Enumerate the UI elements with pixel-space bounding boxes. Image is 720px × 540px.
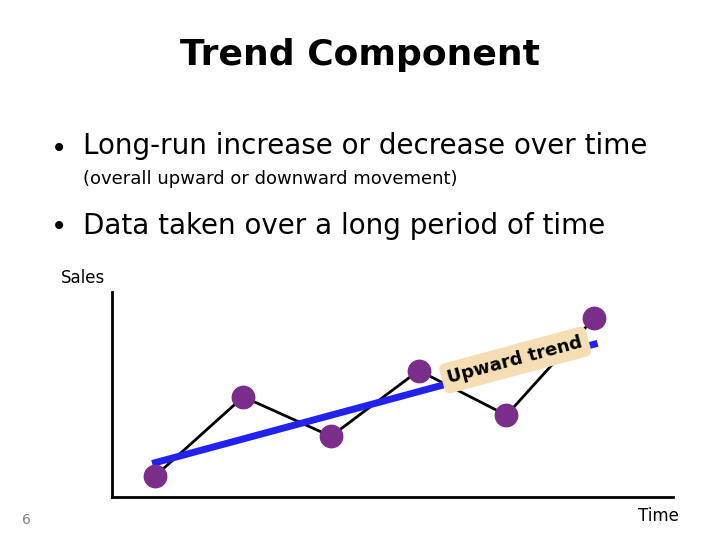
- Text: Long-run increase or decrease over time: Long-run increase or decrease over time: [83, 132, 647, 160]
- Text: Upward trend: Upward trend: [446, 333, 585, 387]
- Text: 6: 6: [22, 513, 30, 527]
- Text: Data taken over a long period of time: Data taken over a long period of time: [83, 212, 605, 240]
- Text: Trend Component: Trend Component: [180, 38, 540, 72]
- Point: [500, 411, 512, 420]
- Text: (overall upward or downward movement): (overall upward or downward movement): [83, 170, 457, 188]
- Point: [238, 393, 249, 401]
- Text: Sales: Sales: [61, 269, 105, 287]
- Text: Time: Time: [638, 507, 679, 525]
- Text: •: •: [50, 135, 67, 163]
- Point: [325, 432, 337, 441]
- Text: •: •: [50, 213, 67, 241]
- Point: [413, 366, 425, 375]
- Point: [150, 471, 161, 480]
- Point: [588, 314, 600, 322]
